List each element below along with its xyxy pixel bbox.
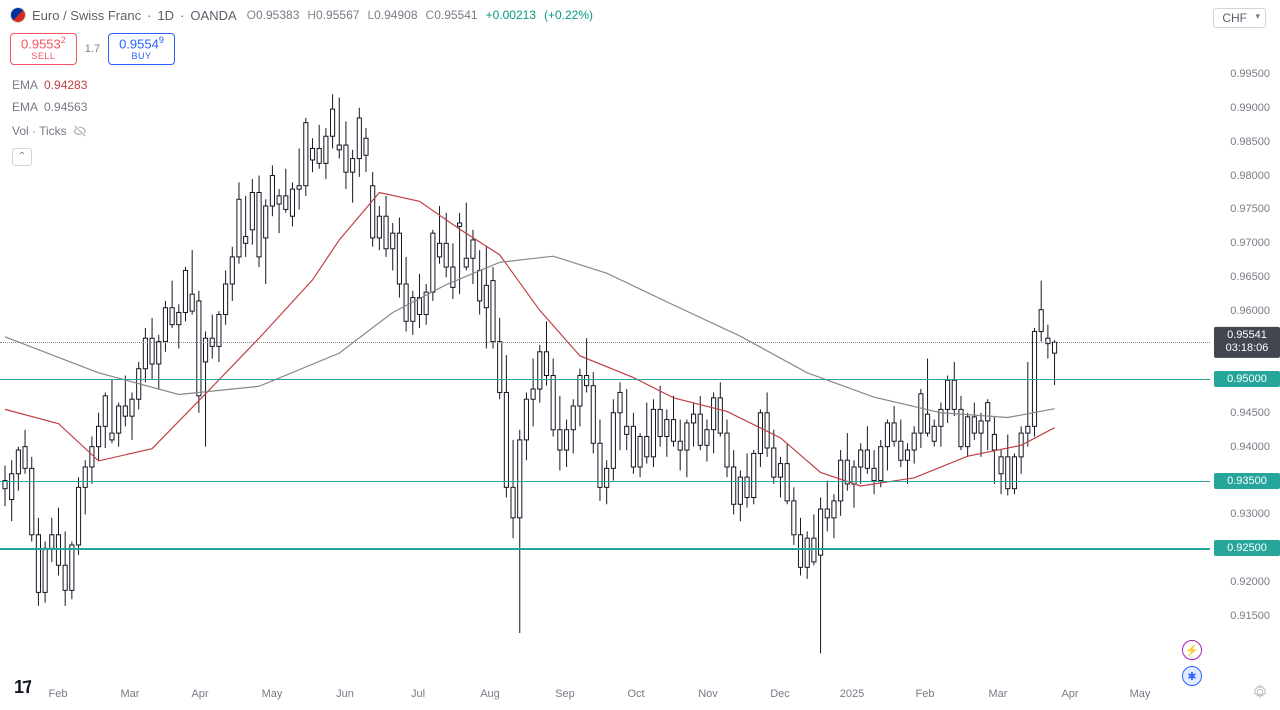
- target-icon[interactable]: ✱: [1182, 666, 1202, 686]
- x-tick: Apr: [191, 688, 208, 700]
- x-tick: Feb: [916, 688, 935, 700]
- action-icons: ⚡ ✱: [1182, 640, 1202, 686]
- x-tick: Mar: [121, 688, 140, 700]
- tradingview-logo-icon: 17: [14, 677, 32, 698]
- x-tick: Feb: [49, 688, 68, 700]
- horizontal-line[interactable]: [0, 548, 1210, 549]
- x-tick: Aug: [480, 688, 500, 700]
- y-tick: 0.94000: [1230, 441, 1270, 453]
- y-tick: 0.99000: [1230, 102, 1270, 114]
- x-tick: Dec: [770, 688, 790, 700]
- chart-svg: [0, 0, 1210, 680]
- hline-price-label: 0.93500: [1214, 473, 1280, 489]
- x-tick: Sep: [555, 688, 575, 700]
- flash-icon[interactable]: ⚡: [1182, 640, 1202, 660]
- y-tick: 0.91500: [1230, 610, 1270, 622]
- x-tick: Oct: [627, 688, 644, 700]
- x-tick: Jul: [411, 688, 425, 700]
- y-tick: 0.94500: [1230, 407, 1270, 419]
- x-tick: May: [1130, 688, 1151, 700]
- x-tick: 2025: [840, 688, 864, 700]
- y-tick: 0.93000: [1230, 508, 1270, 520]
- y-tick: 0.92000: [1230, 576, 1270, 588]
- hline-price-label: 0.92500: [1214, 540, 1280, 556]
- y-tick: 0.96000: [1230, 305, 1270, 317]
- y-tick: 0.99500: [1230, 68, 1270, 80]
- x-tick: Jun: [336, 688, 354, 700]
- x-tick: Nov: [698, 688, 718, 700]
- x-tick: Mar: [989, 688, 1008, 700]
- x-axis[interactable]: Feb Mar Apr May Jun Jul Aug Sep Oct Nov Dec 2025 Feb…: [0, 680, 1210, 710]
- settings-gear-icon[interactable]: [1252, 684, 1268, 700]
- current-price-line: [0, 342, 1210, 343]
- y-tick: 0.98000: [1230, 170, 1270, 182]
- y-tick: 0.97500: [1230, 203, 1270, 215]
- current-price-label: 0.9554103:18:06: [1214, 327, 1280, 357]
- horizontal-line[interactable]: [0, 481, 1210, 482]
- x-tick: May: [262, 688, 283, 700]
- x-tick: Apr: [1061, 688, 1078, 700]
- y-tick: 0.96500: [1230, 271, 1270, 283]
- hline-price-label: 0.95000: [1214, 371, 1280, 387]
- y-tick: 0.98500: [1230, 136, 1270, 148]
- chart-area[interactable]: [0, 0, 1210, 680]
- horizontal-line[interactable]: [0, 379, 1210, 380]
- y-tick: 0.97000: [1230, 237, 1270, 249]
